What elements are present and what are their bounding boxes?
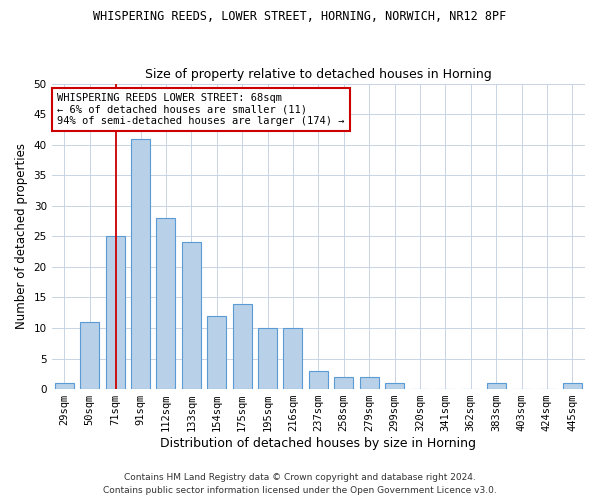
Bar [359, 377, 379, 389]
Bar [283, 328, 302, 389]
Bar [55, 383, 74, 389]
Text: Contains HM Land Registry data © Crown copyright and database right 2024.
Contai: Contains HM Land Registry data © Crown c… [103, 474, 497, 495]
Bar [233, 304, 251, 389]
Text: WHISPERING REEDS, LOWER STREET, HORNING, NORWICH, NR12 8PF: WHISPERING REEDS, LOWER STREET, HORNING,… [94, 10, 506, 23]
Bar [106, 236, 125, 389]
Y-axis label: Number of detached properties: Number of detached properties [15, 144, 28, 330]
Bar [157, 218, 175, 389]
Bar [258, 328, 277, 389]
X-axis label: Distribution of detached houses by size in Horning: Distribution of detached houses by size … [160, 437, 476, 450]
Bar [207, 316, 226, 389]
Bar [563, 383, 582, 389]
Bar [131, 138, 150, 389]
Bar [334, 377, 353, 389]
Text: WHISPERING REEDS LOWER STREET: 68sqm
← 6% of detached houses are smaller (11)
94: WHISPERING REEDS LOWER STREET: 68sqm ← 6… [57, 92, 344, 126]
Bar [80, 322, 99, 389]
Bar [385, 383, 404, 389]
Title: Size of property relative to detached houses in Horning: Size of property relative to detached ho… [145, 68, 492, 81]
Bar [182, 242, 201, 389]
Bar [487, 383, 506, 389]
Bar [309, 371, 328, 389]
